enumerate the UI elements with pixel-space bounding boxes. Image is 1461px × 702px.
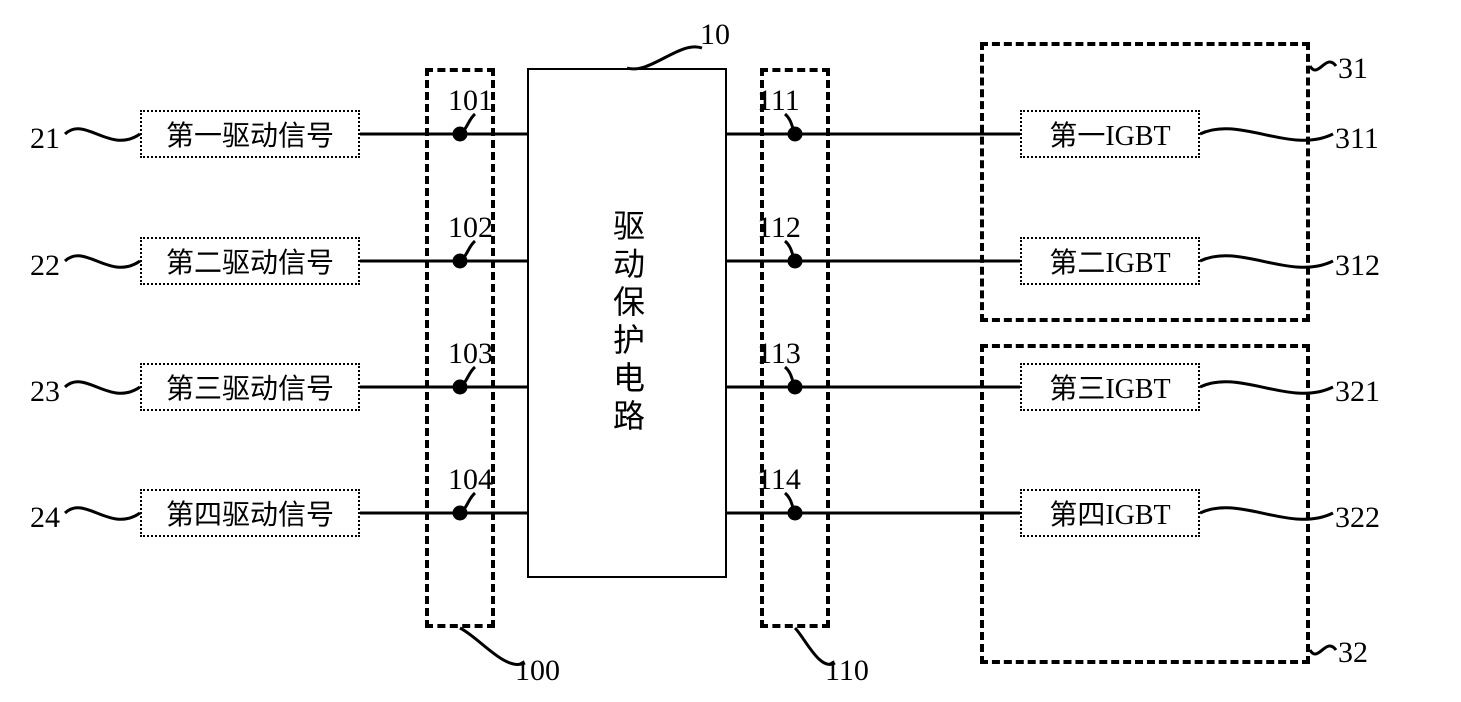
ref-23: 23 xyxy=(30,375,60,409)
igbt-2-text: 第二IGBT xyxy=(1049,241,1170,281)
ref-111: 111 xyxy=(757,84,800,118)
ref-322: 322 xyxy=(1335,501,1380,535)
igbt-1-text: 第一IGBT xyxy=(1049,114,1170,154)
ref-100: 100 xyxy=(515,654,560,688)
signal-3-box: 第三驱动信号 xyxy=(140,363,360,411)
igbt-4-box: 第四IGBT xyxy=(1020,489,1200,537)
igbt-2-box: 第二IGBT xyxy=(1020,237,1200,285)
ref-21: 21 xyxy=(30,122,60,156)
ref-32: 32 xyxy=(1338,636,1368,670)
drive-protect-circuit: 驱动保护电路 xyxy=(527,68,727,578)
signal-2-box: 第二驱动信号 xyxy=(140,237,360,285)
ref-24: 24 xyxy=(30,501,60,535)
ref-311: 311 xyxy=(1335,122,1379,156)
signal-1-text: 第一驱动信号 xyxy=(166,114,334,154)
diagram-stage: { "canvas": { "width": 1461, "height": 7… xyxy=(0,0,1461,702)
ref-112: 112 xyxy=(757,211,801,245)
ref-312: 312 xyxy=(1335,249,1380,283)
ref-101: 101 xyxy=(448,84,493,118)
signal-2-text: 第二驱动信号 xyxy=(166,241,334,281)
igbt-4-text: 第四IGBT xyxy=(1049,493,1170,533)
ref-10: 10 xyxy=(700,18,730,52)
center-block-label: 驱动保护电路 xyxy=(604,209,650,437)
ref-321: 321 xyxy=(1335,375,1380,409)
ref-31: 31 xyxy=(1338,52,1368,86)
ref-102: 102 xyxy=(448,211,493,245)
ref-103: 103 xyxy=(448,337,493,371)
ref-113: 113 xyxy=(757,337,801,371)
signal-3-text: 第三驱动信号 xyxy=(166,367,334,407)
signal-1-box: 第一驱动信号 xyxy=(140,110,360,158)
ref-104: 104 xyxy=(448,463,493,497)
ref-114: 114 xyxy=(757,463,801,497)
igbt-1-box: 第一IGBT xyxy=(1020,110,1200,158)
signal-4-box: 第四驱动信号 xyxy=(140,489,360,537)
ref-22: 22 xyxy=(30,249,60,283)
igbt-3-box: 第三IGBT xyxy=(1020,363,1200,411)
igbt-3-text: 第三IGBT xyxy=(1049,367,1170,407)
ref-110: 110 xyxy=(825,654,869,688)
signal-4-text: 第四驱动信号 xyxy=(166,493,334,533)
